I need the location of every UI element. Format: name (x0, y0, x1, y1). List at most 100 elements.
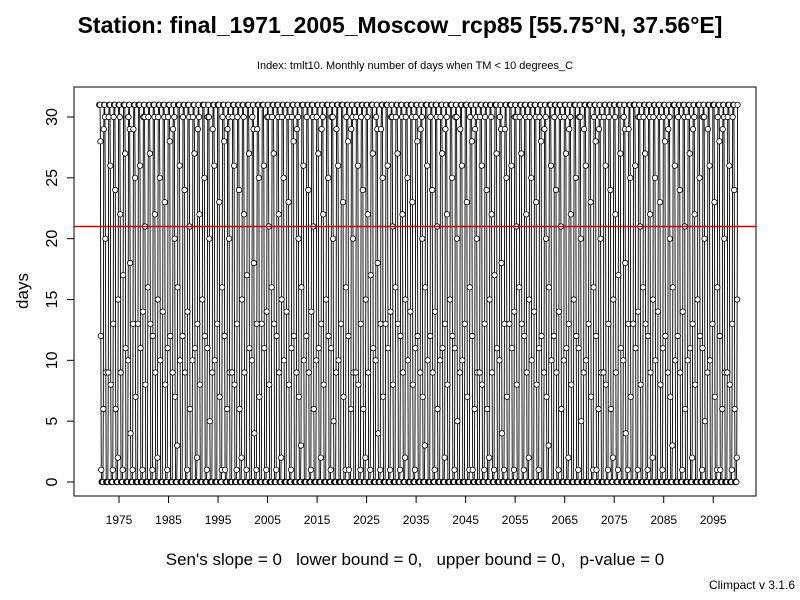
data-point (676, 186, 683, 194)
data-point (359, 186, 366, 194)
data-point (701, 418, 709, 425)
data-point (377, 126, 385, 133)
data-point (476, 369, 483, 376)
data-point (652, 357, 659, 364)
data-point (345, 332, 352, 340)
data-point (463, 199, 470, 206)
data-point (464, 393, 471, 400)
data-point (572, 174, 579, 181)
data-point (97, 138, 104, 145)
data-point (193, 454, 201, 461)
data-point (671, 162, 678, 169)
data-point (399, 369, 407, 376)
data-point (404, 174, 411, 181)
data-point (399, 211, 406, 218)
data-point (231, 162, 238, 169)
data-point (536, 113, 543, 121)
data-point (294, 113, 302, 121)
data-point (330, 418, 337, 425)
data-point (380, 393, 387, 400)
data-point (414, 332, 421, 340)
y-tick-label: 0 (44, 477, 61, 486)
data-point (555, 308, 563, 315)
data-point (196, 211, 203, 218)
data-point (266, 381, 273, 388)
data-point (313, 357, 320, 364)
data-point (448, 174, 456, 181)
data-point (483, 186, 490, 194)
data-point (206, 235, 213, 242)
data-point (418, 113, 425, 121)
data-point (392, 113, 399, 121)
data-point (414, 138, 421, 145)
data-point (132, 393, 139, 400)
data-point (300, 162, 307, 169)
data-point (711, 199, 718, 206)
data-point (699, 345, 706, 352)
data-point (666, 113, 673, 121)
data-point (241, 369, 248, 376)
data-point (127, 430, 134, 437)
data-point (357, 320, 364, 327)
data-point (538, 332, 545, 340)
data-point (647, 369, 654, 376)
data-point (233, 320, 241, 327)
data-point (327, 466, 334, 473)
data-point (543, 235, 550, 242)
data-point (285, 381, 293, 388)
data-point (488, 113, 495, 121)
data-point (580, 369, 587, 376)
data-point (145, 113, 152, 121)
data-point (377, 466, 384, 473)
data-point (577, 113, 584, 121)
data-point (488, 369, 496, 376)
data-point (318, 126, 325, 133)
data-point (261, 345, 268, 352)
data-point (154, 454, 161, 461)
data-point (181, 369, 189, 376)
data-point (117, 211, 124, 218)
data-point (439, 345, 446, 352)
data-point (734, 101, 741, 108)
data-point (449, 332, 456, 340)
data-point (97, 332, 104, 340)
data-point (543, 393, 550, 400)
data-point (582, 162, 589, 169)
data-point (493, 345, 501, 352)
data-point (234, 113, 241, 121)
data-point (166, 138, 173, 145)
x-tick-label: 2085 (650, 513, 677, 527)
data-point (114, 454, 121, 461)
data-point (235, 186, 243, 194)
data-point (129, 466, 136, 473)
data-point (250, 259, 258, 267)
data-point (659, 466, 666, 473)
data-point (508, 345, 515, 352)
data-point (644, 466, 651, 473)
data-point (100, 126, 107, 133)
x-tick-label: 2015 (304, 513, 331, 527)
data-point (258, 320, 265, 327)
data-point (305, 186, 312, 194)
data-point (429, 186, 436, 194)
data-point (421, 442, 428, 449)
data-point (125, 113, 132, 121)
data-point (280, 174, 287, 181)
data-point (547, 162, 555, 169)
data-point (624, 466, 631, 473)
data-point (513, 381, 520, 388)
data-point (205, 113, 213, 121)
data-point (329, 113, 336, 121)
data-point (186, 405, 194, 413)
data-point (675, 113, 682, 121)
y-tick-label: 20 (44, 230, 61, 248)
data-point (570, 296, 577, 303)
data-point (310, 405, 317, 413)
data-point (587, 393, 595, 400)
data-point (469, 466, 476, 473)
data-point (313, 113, 320, 121)
x-tick-label: 2065 (551, 513, 578, 527)
data-point (174, 284, 181, 291)
data-point (518, 150, 525, 157)
data-point (194, 126, 201, 133)
